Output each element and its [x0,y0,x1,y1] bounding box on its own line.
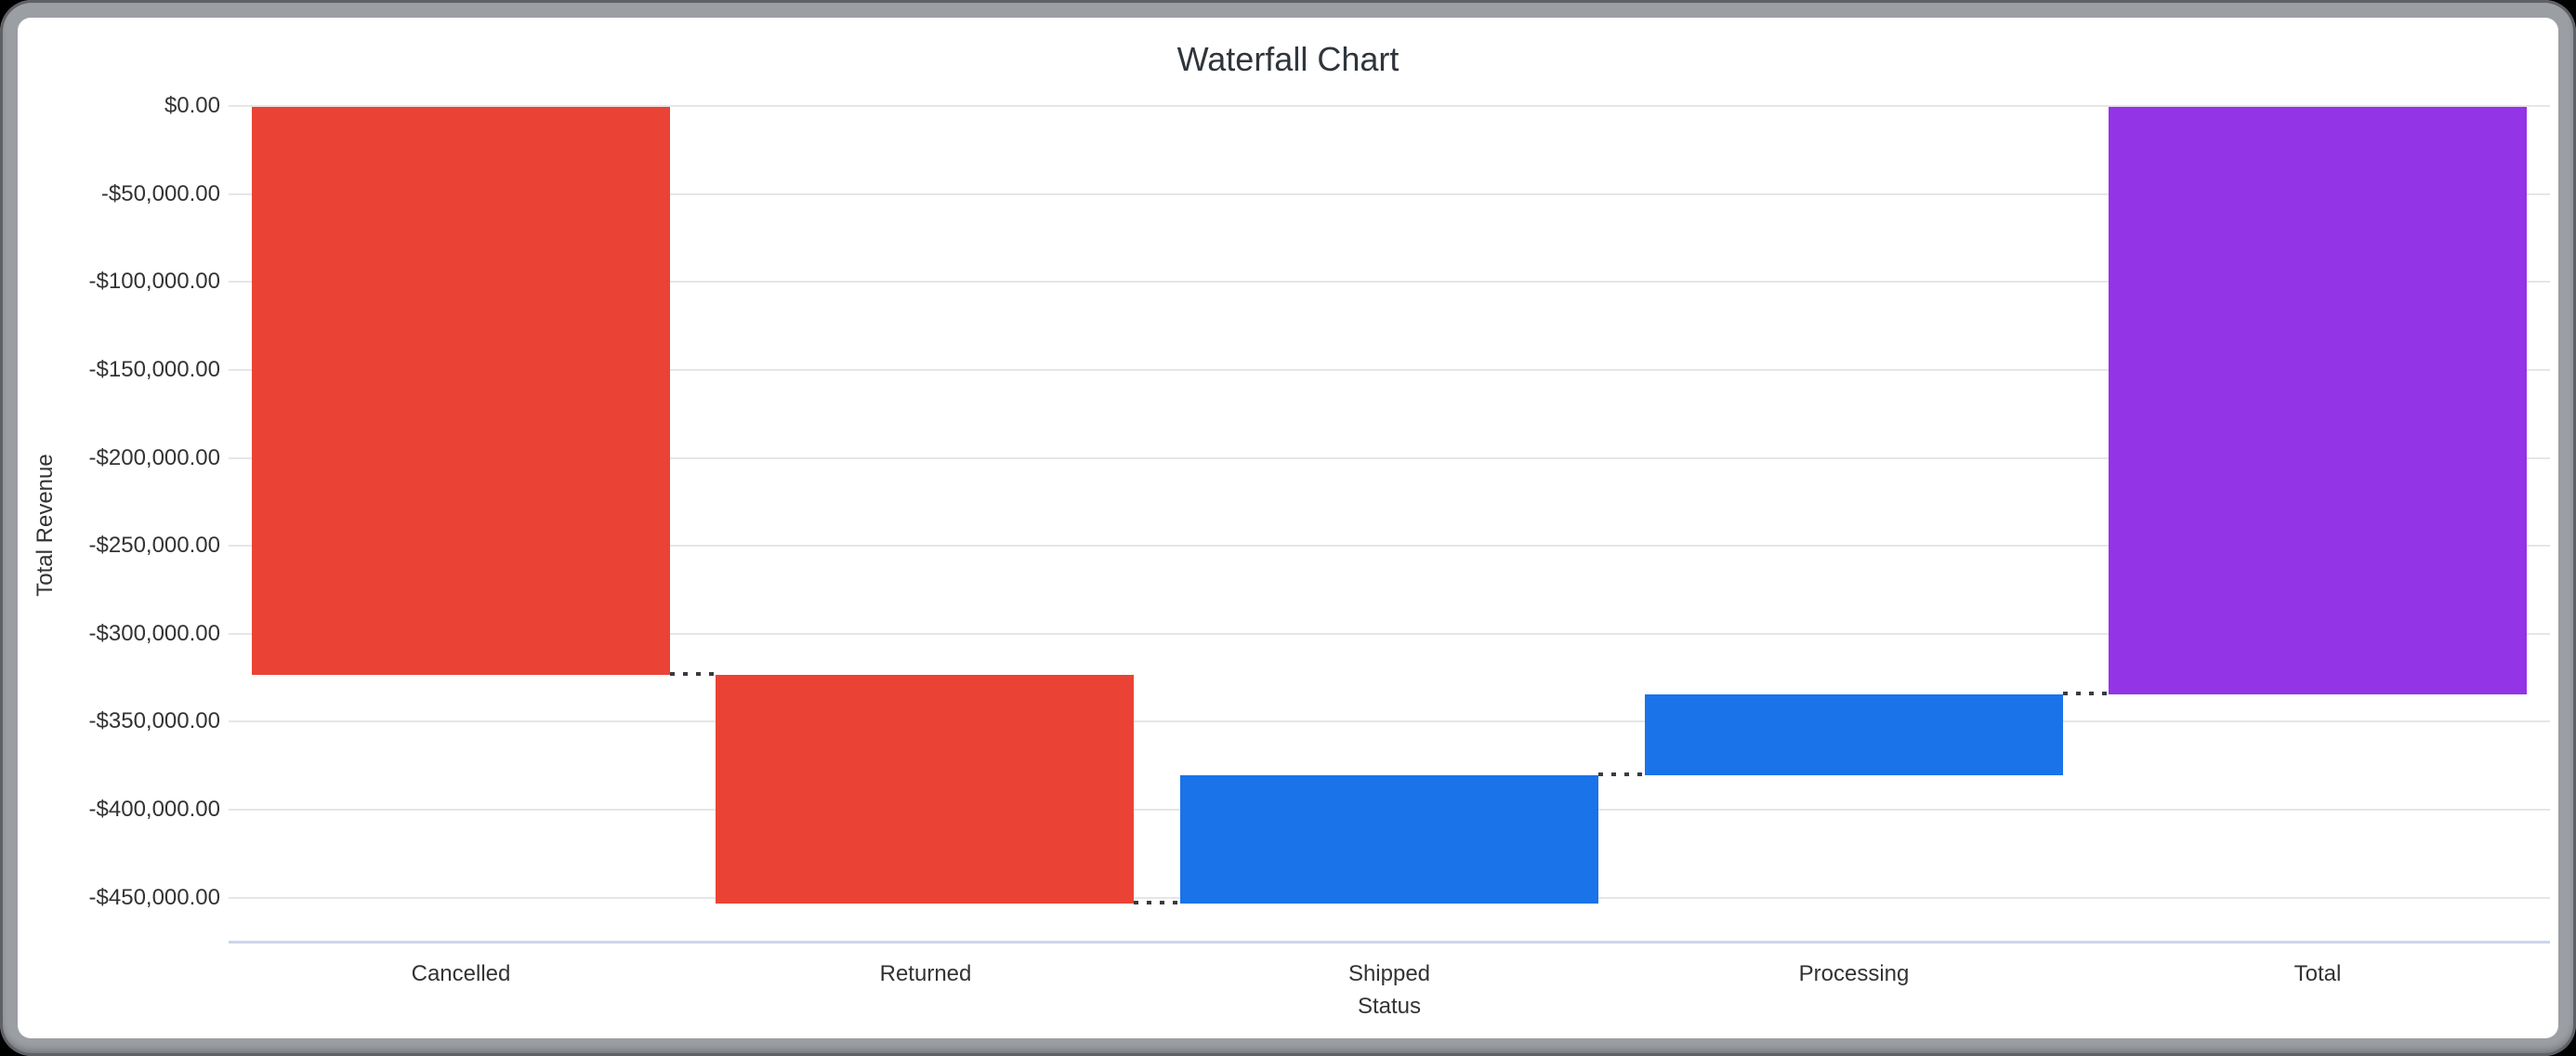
waterfall-connector [1598,772,1645,776]
x-axis-line [229,941,2550,944]
x-axis-title: Status [1357,994,1422,1019]
waterfall-connector [1134,901,1180,904]
waterfall-connector [670,672,716,676]
y-tick-label: -$150,000.00 [88,357,220,382]
waterfall-bar-returned[interactable] [716,675,1134,904]
y-tick-label: -$300,000.00 [88,621,220,646]
x-tick-label-total: Total [2293,961,2342,986]
gridline [229,105,2550,107]
y-tick-label: -$50,000.00 [100,181,220,206]
y-axis-title: Total Revenue [33,454,58,597]
y-tick-label: -$400,000.00 [88,797,220,822]
gridline [229,633,2550,635]
gridline [229,369,2550,371]
gridline [229,720,2550,722]
gridline [229,545,2550,547]
y-tick-label: -$100,000.00 [88,269,220,294]
waterfall-bar-cancelled[interactable] [252,107,670,676]
y-tick-label: -$450,000.00 [88,885,220,910]
x-tick-label-processing: Processing [1798,961,1910,986]
gridline [229,193,2550,195]
chart-title: Waterfall Chart [1176,40,1400,78]
waterfall-bar-total[interactable] [2109,107,2527,695]
gridline [229,281,2550,283]
waterfall-connector [2063,692,2109,695]
gridline [229,457,2550,459]
x-tick-label-returned: Returned [879,961,972,986]
y-tick-label: -$250,000.00 [88,533,220,558]
x-tick-label-shipped: Shipped [1347,961,1431,986]
waterfall-bar-processing[interactable] [1645,694,2063,775]
y-tick-label: -$200,000.00 [88,445,220,470]
y-tick-label: -$350,000.00 [88,708,220,733]
waterfall-bar-shipped[interactable] [1180,775,1598,904]
y-tick-label: $0.00 [164,93,220,118]
x-tick-label-cancelled: Cancelled [411,961,511,986]
